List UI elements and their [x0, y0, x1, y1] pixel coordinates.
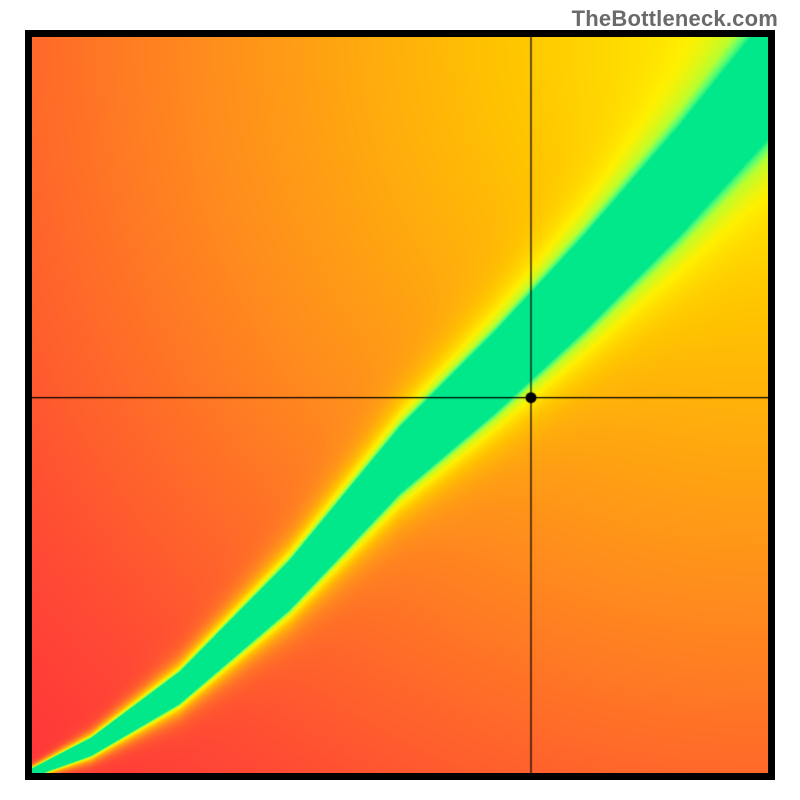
- watermark-text: TheBottleneck.com: [572, 6, 778, 32]
- heatmap-canvas: [32, 37, 768, 773]
- plot-frame: [25, 30, 775, 780]
- image-root: TheBottleneck.com: [0, 0, 800, 800]
